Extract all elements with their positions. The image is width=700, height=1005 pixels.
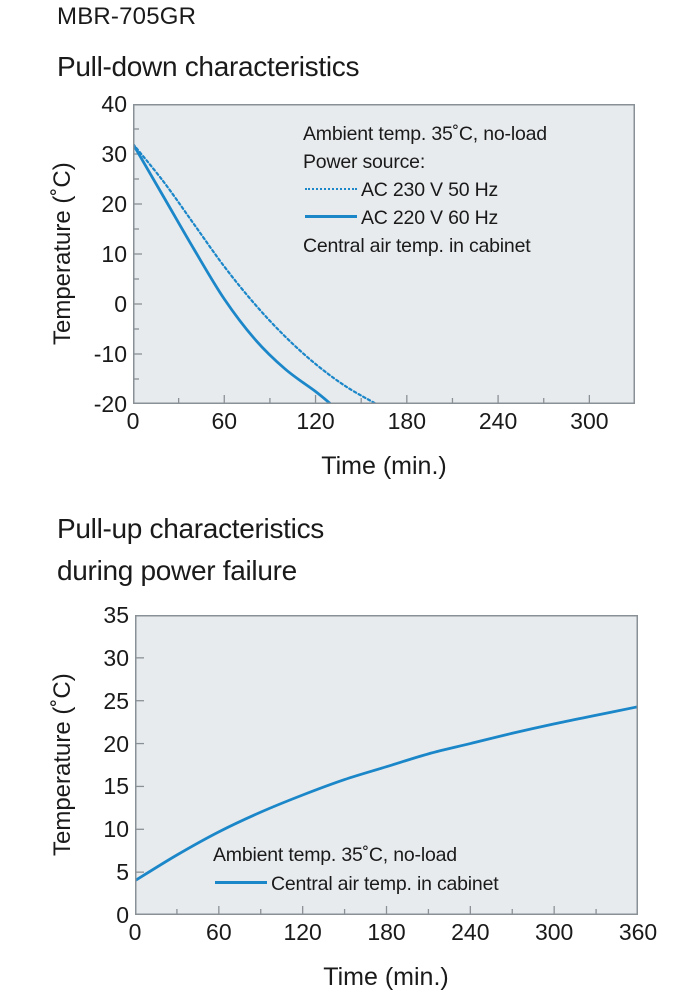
y-tick-label: 10 bbox=[101, 241, 127, 267]
x-tick-label: 180 bbox=[367, 919, 406, 945]
x-tick-label: 120 bbox=[296, 408, 335, 434]
y-tick-label: 0 bbox=[116, 902, 129, 928]
plot-border bbox=[133, 104, 635, 404]
series-line-solid bbox=[133, 142, 333, 404]
x-tick-label: 300 bbox=[534, 919, 574, 945]
series-line-dashed bbox=[133, 142, 378, 404]
y-tick-label: 0 bbox=[114, 291, 127, 317]
x-tick-label: 240 bbox=[451, 919, 490, 945]
legend-item-ac230: AC 230 V 50 Hz bbox=[303, 176, 547, 204]
plot-background bbox=[135, 615, 638, 915]
y-tick-label: -10 bbox=[93, 341, 127, 367]
pull-up-y-tick-labels: 35 30 25 20 15 10 5 0 bbox=[65, 602, 129, 928]
legend-annotation: Ambient temp. 35˚C, no-load bbox=[213, 844, 457, 866]
chart-title-line: Pull-up characteristics bbox=[57, 513, 324, 544]
x-tick-label: 360 bbox=[618, 919, 658, 945]
pull-up-plot bbox=[135, 615, 638, 915]
pull-down-chart-title: Pull-down characteristics bbox=[57, 46, 359, 88]
plot-border bbox=[135, 615, 638, 915]
x-tick-label: 0 bbox=[126, 408, 140, 434]
y-tick-label: 15 bbox=[103, 773, 129, 800]
chart-title-line: during power failure bbox=[57, 555, 297, 586]
pull-down-x-axis-label: Time (min.) bbox=[321, 452, 447, 480]
legend-annotation: Ambient temp. 35˚C, no-load bbox=[303, 123, 547, 145]
x-tick-label: 60 bbox=[211, 408, 238, 434]
solid-line-swatch bbox=[305, 215, 357, 219]
y-tick-label: 20 bbox=[103, 730, 129, 757]
dashed-line-swatch bbox=[305, 187, 357, 190]
y-tick-label: 10 bbox=[103, 816, 129, 843]
legend-item-label: AC 220 V 60 Hz bbox=[361, 207, 499, 229]
y-tick-label: 30 bbox=[101, 141, 127, 167]
pull-down-x-tick-labels: 0 60 120 180 240 300 bbox=[127, 408, 635, 438]
legend-item-ac220: AC 220 V 60 Hz bbox=[303, 204, 547, 232]
x-tick-label: 240 bbox=[478, 408, 518, 434]
y-tick-label: 25 bbox=[103, 687, 129, 714]
model-number: MBR-705GR bbox=[57, 3, 197, 30]
pull-up-x-tick-labels: 0 60 120 180 240 300 360 bbox=[129, 919, 658, 949]
chart-title-line: Pull-down characteristics bbox=[57, 51, 360, 82]
pull-up-x-axis-label: Time (min.) bbox=[323, 963, 449, 991]
pull-up-chart-title: Pull-up characteristics during power fai… bbox=[57, 508, 324, 592]
series-line-solid bbox=[135, 705, 638, 883]
pull-up-legend: Ambient temp. 35˚C, no-load Central air … bbox=[213, 841, 499, 899]
x-tick-label: 0 bbox=[128, 919, 142, 945]
y-tick-label: 40 bbox=[101, 91, 127, 117]
x-tick-label: 300 bbox=[570, 408, 609, 434]
x-tick-label: 120 bbox=[283, 919, 322, 945]
pull-down-legend: Ambient temp. 35˚C, no-load Power source… bbox=[303, 120, 547, 260]
y-tick-label: 35 bbox=[103, 602, 129, 628]
y-tick-label: 30 bbox=[103, 644, 129, 671]
pull-down-y-tick-labels: 40 30 20 10 0 -10 -20 bbox=[63, 91, 127, 417]
legend-item-cabinet: Central air temp. in cabinet bbox=[213, 870, 499, 899]
pull-down-plot bbox=[133, 104, 635, 404]
y-tick-label: 20 bbox=[101, 191, 127, 217]
legend-item-label: AC 230 V 50 Hz bbox=[361, 179, 499, 201]
legend-item-label: Central air temp. in cabinet bbox=[271, 873, 499, 895]
y-tick-label: 5 bbox=[116, 859, 129, 886]
x-tick-label: 60 bbox=[206, 919, 232, 945]
legend-footnote: Central air temp. in cabinet bbox=[303, 235, 531, 257]
x-tick-label: 180 bbox=[387, 408, 426, 434]
legend-annotation: Power source: bbox=[303, 151, 426, 173]
plot-background bbox=[133, 104, 635, 404]
y-tick-label: -20 bbox=[93, 391, 127, 417]
solid-line-swatch bbox=[215, 881, 267, 885]
